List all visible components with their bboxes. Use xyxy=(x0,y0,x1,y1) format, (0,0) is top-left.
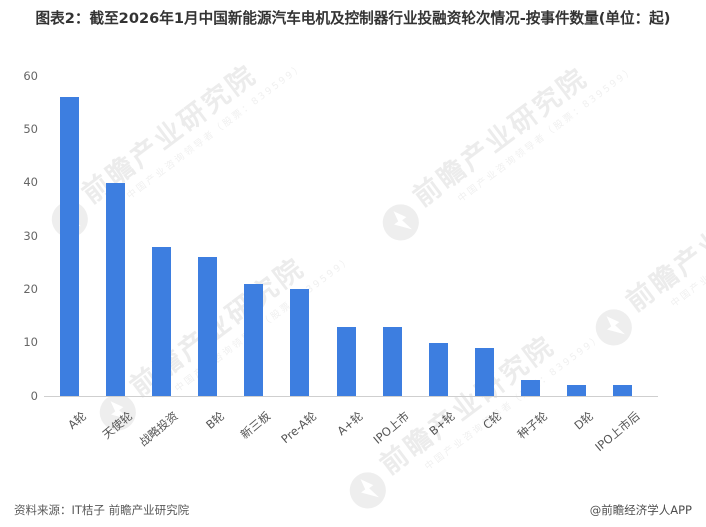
y-axis-tick-label: 40 xyxy=(23,174,38,189)
y-axis-tick-label: 20 xyxy=(23,281,38,296)
x-axis-tick-label: IPO上市 xyxy=(370,408,412,447)
bar-column: A轮 xyxy=(46,76,92,432)
bar xyxy=(382,326,402,396)
x-axis-tick-label: A轮 xyxy=(64,408,89,432)
x-axis-tick-label: A+轮 xyxy=(334,408,366,439)
x-axis-tick-label: IPO上市后 xyxy=(592,408,643,455)
bar-column: 新三板 xyxy=(231,76,277,442)
x-axis-tick-label: 天使轮 xyxy=(99,408,135,442)
bar-column: B轮 xyxy=(184,76,230,432)
bar xyxy=(59,97,79,396)
bar-column: B+轮 xyxy=(415,76,461,438)
footer: 资料来源：IT桔子 前瞻产业研究院 @前瞻经济学人APP xyxy=(14,502,692,518)
x-axis-tick-label: 种子轮 xyxy=(514,408,551,442)
bar-column: Pre-A轮 xyxy=(277,76,323,446)
x-axis-tick-label: 战略投资 xyxy=(136,408,182,450)
x-axis-tick-label: B轮 xyxy=(203,408,228,432)
bar xyxy=(105,182,125,396)
credit-text: @前瞻经济学人APP xyxy=(589,503,692,517)
bar-column: C轮 xyxy=(461,76,507,432)
bar-column: D轮 xyxy=(554,76,600,433)
source-text: 资料来源：IT桔子 前瞻产业研究院 xyxy=(14,503,190,517)
bar xyxy=(198,257,218,396)
y-axis: 0 10 20 30 40 50 60 xyxy=(0,70,38,401)
bar xyxy=(567,385,587,396)
y-axis-tick-label: 10 xyxy=(23,334,38,349)
x-axis-tick-label: C轮 xyxy=(480,408,505,433)
y-axis-tick-label: 0 xyxy=(30,388,38,403)
chart-title: 图表2：截至2026年1月中国新能源汽车电机及控制器行业投融资轮次情况-按事件数… xyxy=(35,10,671,27)
plot-area: A轮 天使轮 战略投资 B轮 新三板 Pre-A轮 A+轮 IPO上市 B+轮 C轮 种子轮 D轮 IP… xyxy=(46,76,646,454)
bar xyxy=(521,380,541,396)
bar xyxy=(336,326,356,396)
y-axis-tick-label: 30 xyxy=(23,228,38,243)
y-axis-tick-label: 50 xyxy=(23,121,38,136)
bar-column: 天使轮 xyxy=(92,76,138,442)
x-axis-tick-label: Pre-A轮 xyxy=(278,408,320,447)
bar xyxy=(428,342,448,396)
y-axis-tick-label: 60 xyxy=(23,68,38,83)
bar xyxy=(290,289,310,396)
bar-column: 战略投资 xyxy=(137,76,184,449)
x-axis-tick-label: 新三板 xyxy=(237,408,274,442)
bar xyxy=(151,246,171,396)
bar-column: 种子轮 xyxy=(508,76,554,442)
x-axis-tick-label: B+轮 xyxy=(426,408,458,439)
bar-column: IPO上市后 xyxy=(592,76,646,454)
watermark-subtext: 中国产业咨询领导者（股票：839599） xyxy=(668,168,706,310)
bar-column: A+轮 xyxy=(323,76,369,438)
x-axis-tick-label: D轮 xyxy=(571,408,597,433)
bar xyxy=(613,385,633,396)
bar xyxy=(474,348,494,396)
bar-series: A轮 天使轮 战略投资 B轮 新三板 Pre-A轮 A+轮 IPO上市 B+轮 C轮 种子轮 D轮 IP… xyxy=(46,76,646,454)
x-axis-line xyxy=(44,396,658,397)
bar-column: IPO上市 xyxy=(369,76,415,447)
bar xyxy=(244,284,264,396)
